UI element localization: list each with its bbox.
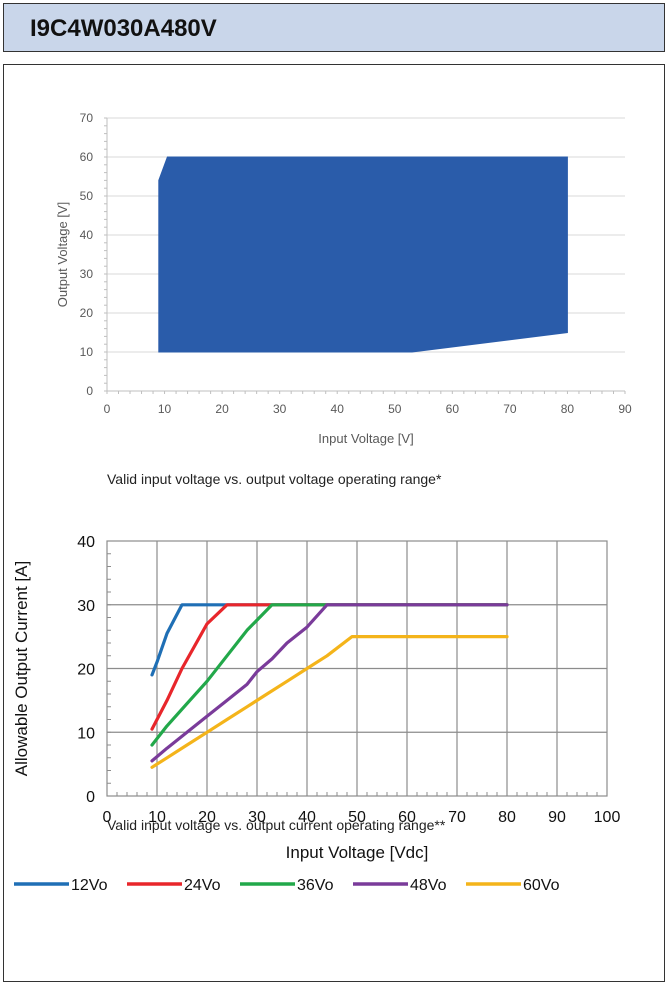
chart2-x-tick-label: 60 [398, 809, 416, 826]
series-line-48vo [150, 603, 509, 763]
chart1-x-tick-label: 40 [331, 402, 345, 416]
operating-range-area [158, 156, 568, 353]
legend-label-36vo: 36Vo [297, 877, 334, 894]
chart2-x-tick-label: 100 [594, 809, 621, 826]
chart2-y-tick-label: 10 [77, 725, 95, 742]
chart1-caption: Valid input voltage vs. output voltage o… [107, 471, 442, 487]
chart1-y-tick-label: 0 [86, 384, 93, 398]
legend-label-48vo: 48Vo [410, 877, 447, 894]
chart2-x-tick-label: 80 [498, 809, 516, 826]
chart2-y-tick-label: 40 [77, 534, 95, 551]
chart1-y-axis-label: Output Voltage [V] [55, 202, 70, 308]
chart2-x-tick-label: 90 [548, 809, 566, 826]
chart1-y-tick-label: 30 [80, 267, 94, 281]
page-title: I9C4W030A480V [30, 15, 217, 42]
chart1-x-tick-label: 20 [215, 402, 229, 416]
chart1-x-tick-label: 50 [388, 402, 402, 416]
legend-label-24vo: 24Vo [184, 877, 221, 894]
chart1-x-tick-label: 70 [503, 402, 517, 416]
chart1-y-tick-label: 50 [80, 189, 94, 203]
chart1-y-tick-label: 20 [80, 306, 94, 320]
chart2-x-tick-label: 10 [148, 809, 166, 826]
chart1-x-tick-label: 60 [446, 402, 460, 416]
chart2-y-tick-label: 20 [77, 662, 95, 679]
chart2-x-tick-label: 30 [248, 809, 266, 826]
chart1-x-tick-label: 30 [273, 402, 287, 416]
chart1-y-tick-label: 10 [80, 345, 94, 359]
chart1-x-tick-label: 80 [561, 402, 575, 416]
chart1-x-tick-label: 10 [158, 402, 172, 416]
chart1-x-axis-label: Input Voltage [V] [318, 431, 413, 446]
series-line-36vo [150, 603, 509, 747]
chart1-x-tick-label: 0 [104, 402, 111, 416]
legend-label-60vo: 60Vo [523, 877, 560, 894]
chart2-caption: Valid input voltage vs. output current o… [107, 817, 446, 833]
header-bar: I9C4W030A480V [3, 3, 665, 52]
series-line-60vo [150, 635, 509, 769]
chart1-x-tick-label: 90 [618, 402, 632, 416]
chart2-x-tick-label: 40 [298, 809, 316, 826]
chart2-x-tick-label: 50 [348, 809, 366, 826]
chart2-y-tick-label: 0 [86, 789, 95, 806]
chart2-x-tick-label: 70 [448, 809, 466, 826]
chart2-x-tick-label: 0 [103, 809, 112, 826]
chart2-y-tick-label: 30 [77, 598, 95, 615]
legend-label-12vo: 12Vo [71, 877, 108, 894]
chart2-y-axis-label: Allowable Output Current [A] [12, 561, 31, 776]
chart1-y-tick-label: 40 [80, 228, 94, 242]
chart2-x-axis-label: Input Voltage [Vdc] [286, 843, 429, 862]
chart1-y-tick-label: 60 [80, 150, 94, 164]
chart1-y-tick-label: 70 [80, 111, 94, 125]
chart2-x-tick-label: 20 [198, 809, 216, 826]
